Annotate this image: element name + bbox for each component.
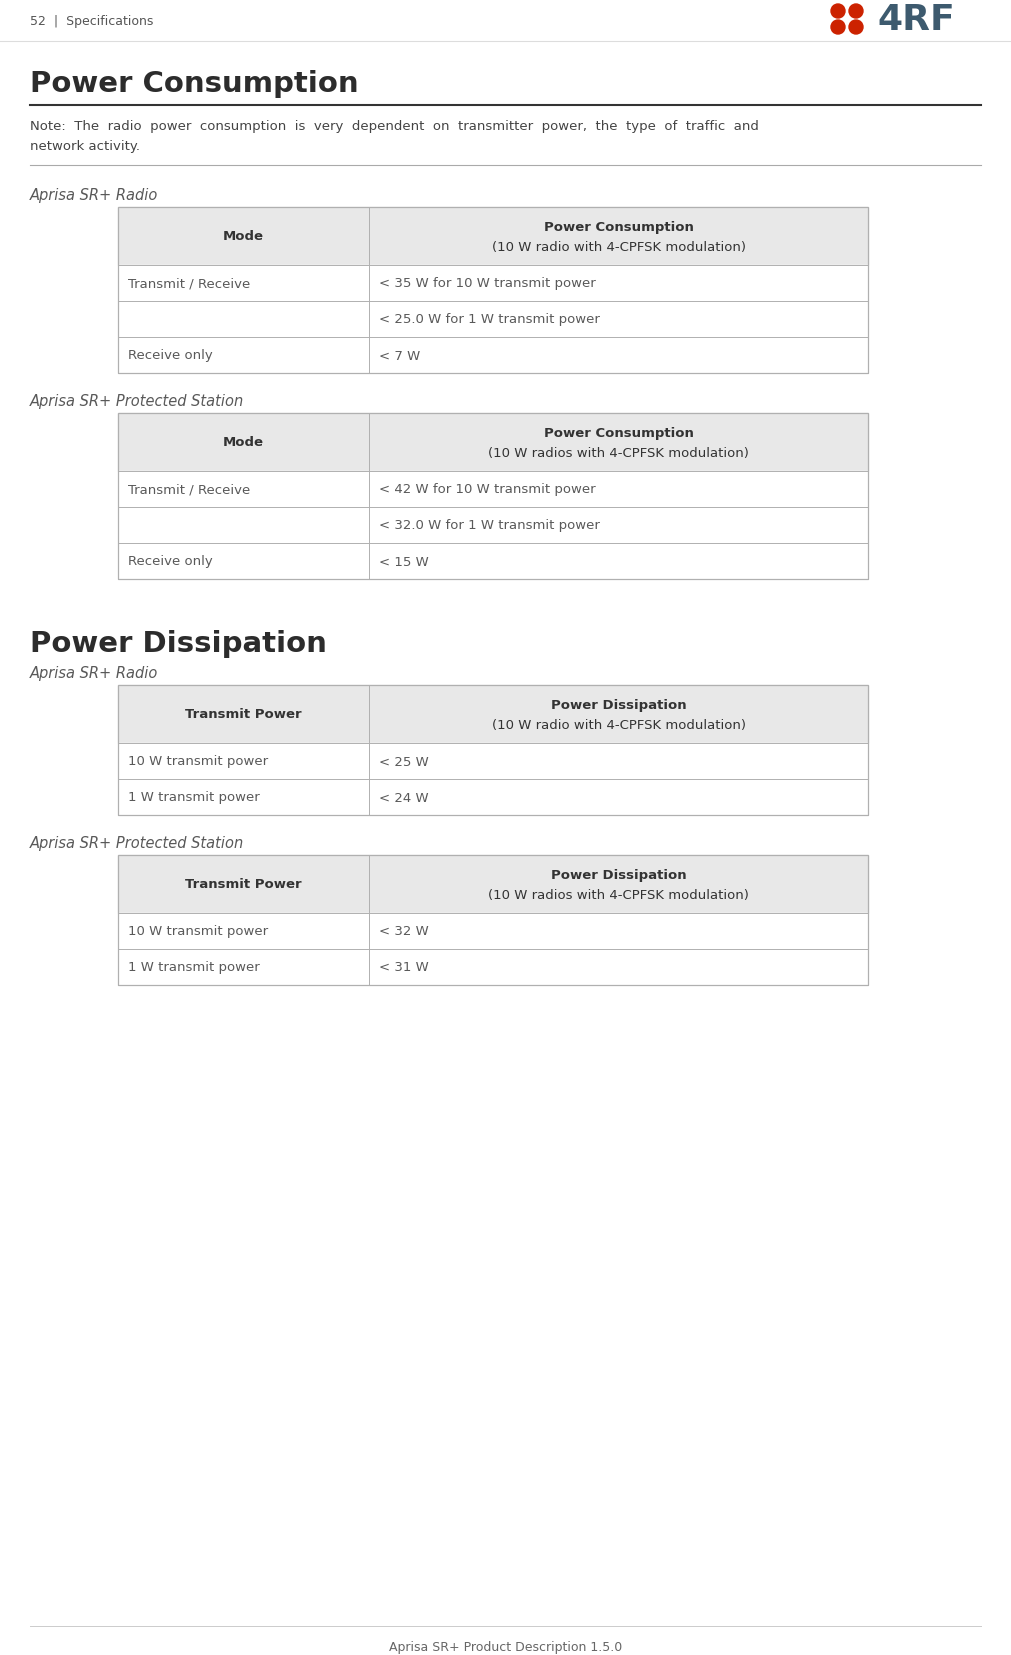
Text: < 25.0 W for 1 W transmit power: < 25.0 W for 1 W transmit power [379, 313, 601, 326]
Text: 10 W transmit power: 10 W transmit power [128, 925, 268, 938]
Text: Note:  The  radio  power  consumption  is  very  dependent  on  transmitter  pow: Note: The radio power consumption is ver… [30, 119, 759, 132]
Text: Power Consumption: Power Consumption [30, 70, 359, 98]
Bar [118, 209, 868, 266]
Text: 52  |  Specifications: 52 | Specifications [30, 15, 154, 28]
Bar [118, 209, 868, 374]
Bar [118, 508, 868, 544]
Text: Transmit Power: Transmit Power [185, 708, 302, 722]
Circle shape [849, 5, 863, 18]
Text: Transmit / Receive: Transmit / Receive [128, 278, 251, 290]
Text: Power Dissipation: Power Dissipation [551, 698, 686, 712]
Bar [118, 743, 868, 780]
Text: < 31 W: < 31 W [379, 962, 429, 973]
Text: Receive only: Receive only [128, 349, 212, 362]
Bar [118, 301, 868, 338]
Bar [118, 685, 868, 816]
Bar [118, 856, 868, 914]
Text: (10 W radio with 4-CPFSK modulation): (10 W radio with 4-CPFSK modulation) [491, 242, 746, 255]
Bar [118, 856, 868, 985]
Text: (10 W radio with 4-CPFSK modulation): (10 W radio with 4-CPFSK modulation) [491, 718, 746, 732]
Text: < 24 W: < 24 W [379, 791, 429, 804]
Bar [118, 914, 868, 950]
Text: Power Dissipation: Power Dissipation [551, 869, 686, 882]
Text: 4RF: 4RF [877, 3, 954, 36]
Text: < 25 W: < 25 W [379, 755, 429, 768]
Bar [118, 414, 868, 579]
Text: < 15 W: < 15 W [379, 554, 429, 568]
Text: Power Consumption: Power Consumption [544, 427, 694, 440]
Bar [118, 472, 868, 508]
Bar [118, 338, 868, 374]
Text: < 32 W: < 32 W [379, 925, 429, 938]
Text: Power Consumption: Power Consumption [544, 222, 694, 235]
Bar [118, 856, 868, 985]
Text: (10 W radios with 4-CPFSK modulation): (10 W radios with 4-CPFSK modulation) [488, 889, 749, 902]
Bar [118, 414, 868, 472]
Text: Power Dissipation: Power Dissipation [30, 629, 327, 657]
Text: Aprisa SR+ Protected Station: Aprisa SR+ Protected Station [30, 394, 245, 409]
Bar [118, 950, 868, 985]
Bar [118, 780, 868, 816]
Text: (10 W radios with 4-CPFSK modulation): (10 W radios with 4-CPFSK modulation) [488, 447, 749, 460]
Text: < 7 W: < 7 W [379, 349, 421, 362]
Text: < 35 W for 10 W transmit power: < 35 W for 10 W transmit power [379, 278, 596, 290]
Text: Receive only: Receive only [128, 554, 212, 568]
Circle shape [831, 22, 845, 35]
Text: Mode: Mode [223, 437, 264, 449]
Bar [118, 685, 868, 743]
Text: 10 W transmit power: 10 W transmit power [128, 755, 268, 768]
Bar [118, 266, 868, 301]
Text: Aprisa SR+ Product Description 1.5.0: Aprisa SR+ Product Description 1.5.0 [389, 1640, 622, 1653]
Text: 1 W transmit power: 1 W transmit power [128, 791, 260, 804]
Text: network activity.: network activity. [30, 141, 140, 152]
Text: Transmit / Receive: Transmit / Receive [128, 483, 251, 496]
Bar [0, 0, 1011, 41]
Text: < 42 W for 10 W transmit power: < 42 W for 10 W transmit power [379, 483, 595, 496]
Bar [118, 209, 868, 374]
Text: Aprisa SR+ Radio: Aprisa SR+ Radio [30, 665, 159, 680]
Text: Aprisa SR+ Radio: Aprisa SR+ Radio [30, 189, 159, 204]
Text: Aprisa SR+ Protected Station: Aprisa SR+ Protected Station [30, 836, 245, 851]
Bar [118, 414, 868, 579]
Text: < 32.0 W for 1 W transmit power: < 32.0 W for 1 W transmit power [379, 520, 601, 533]
Text: Mode: Mode [223, 230, 264, 243]
Text: 1 W transmit power: 1 W transmit power [128, 962, 260, 973]
Circle shape [849, 22, 863, 35]
Text: Transmit Power: Transmit Power [185, 877, 302, 890]
Bar [118, 544, 868, 579]
Circle shape [831, 5, 845, 18]
Bar [118, 685, 868, 816]
